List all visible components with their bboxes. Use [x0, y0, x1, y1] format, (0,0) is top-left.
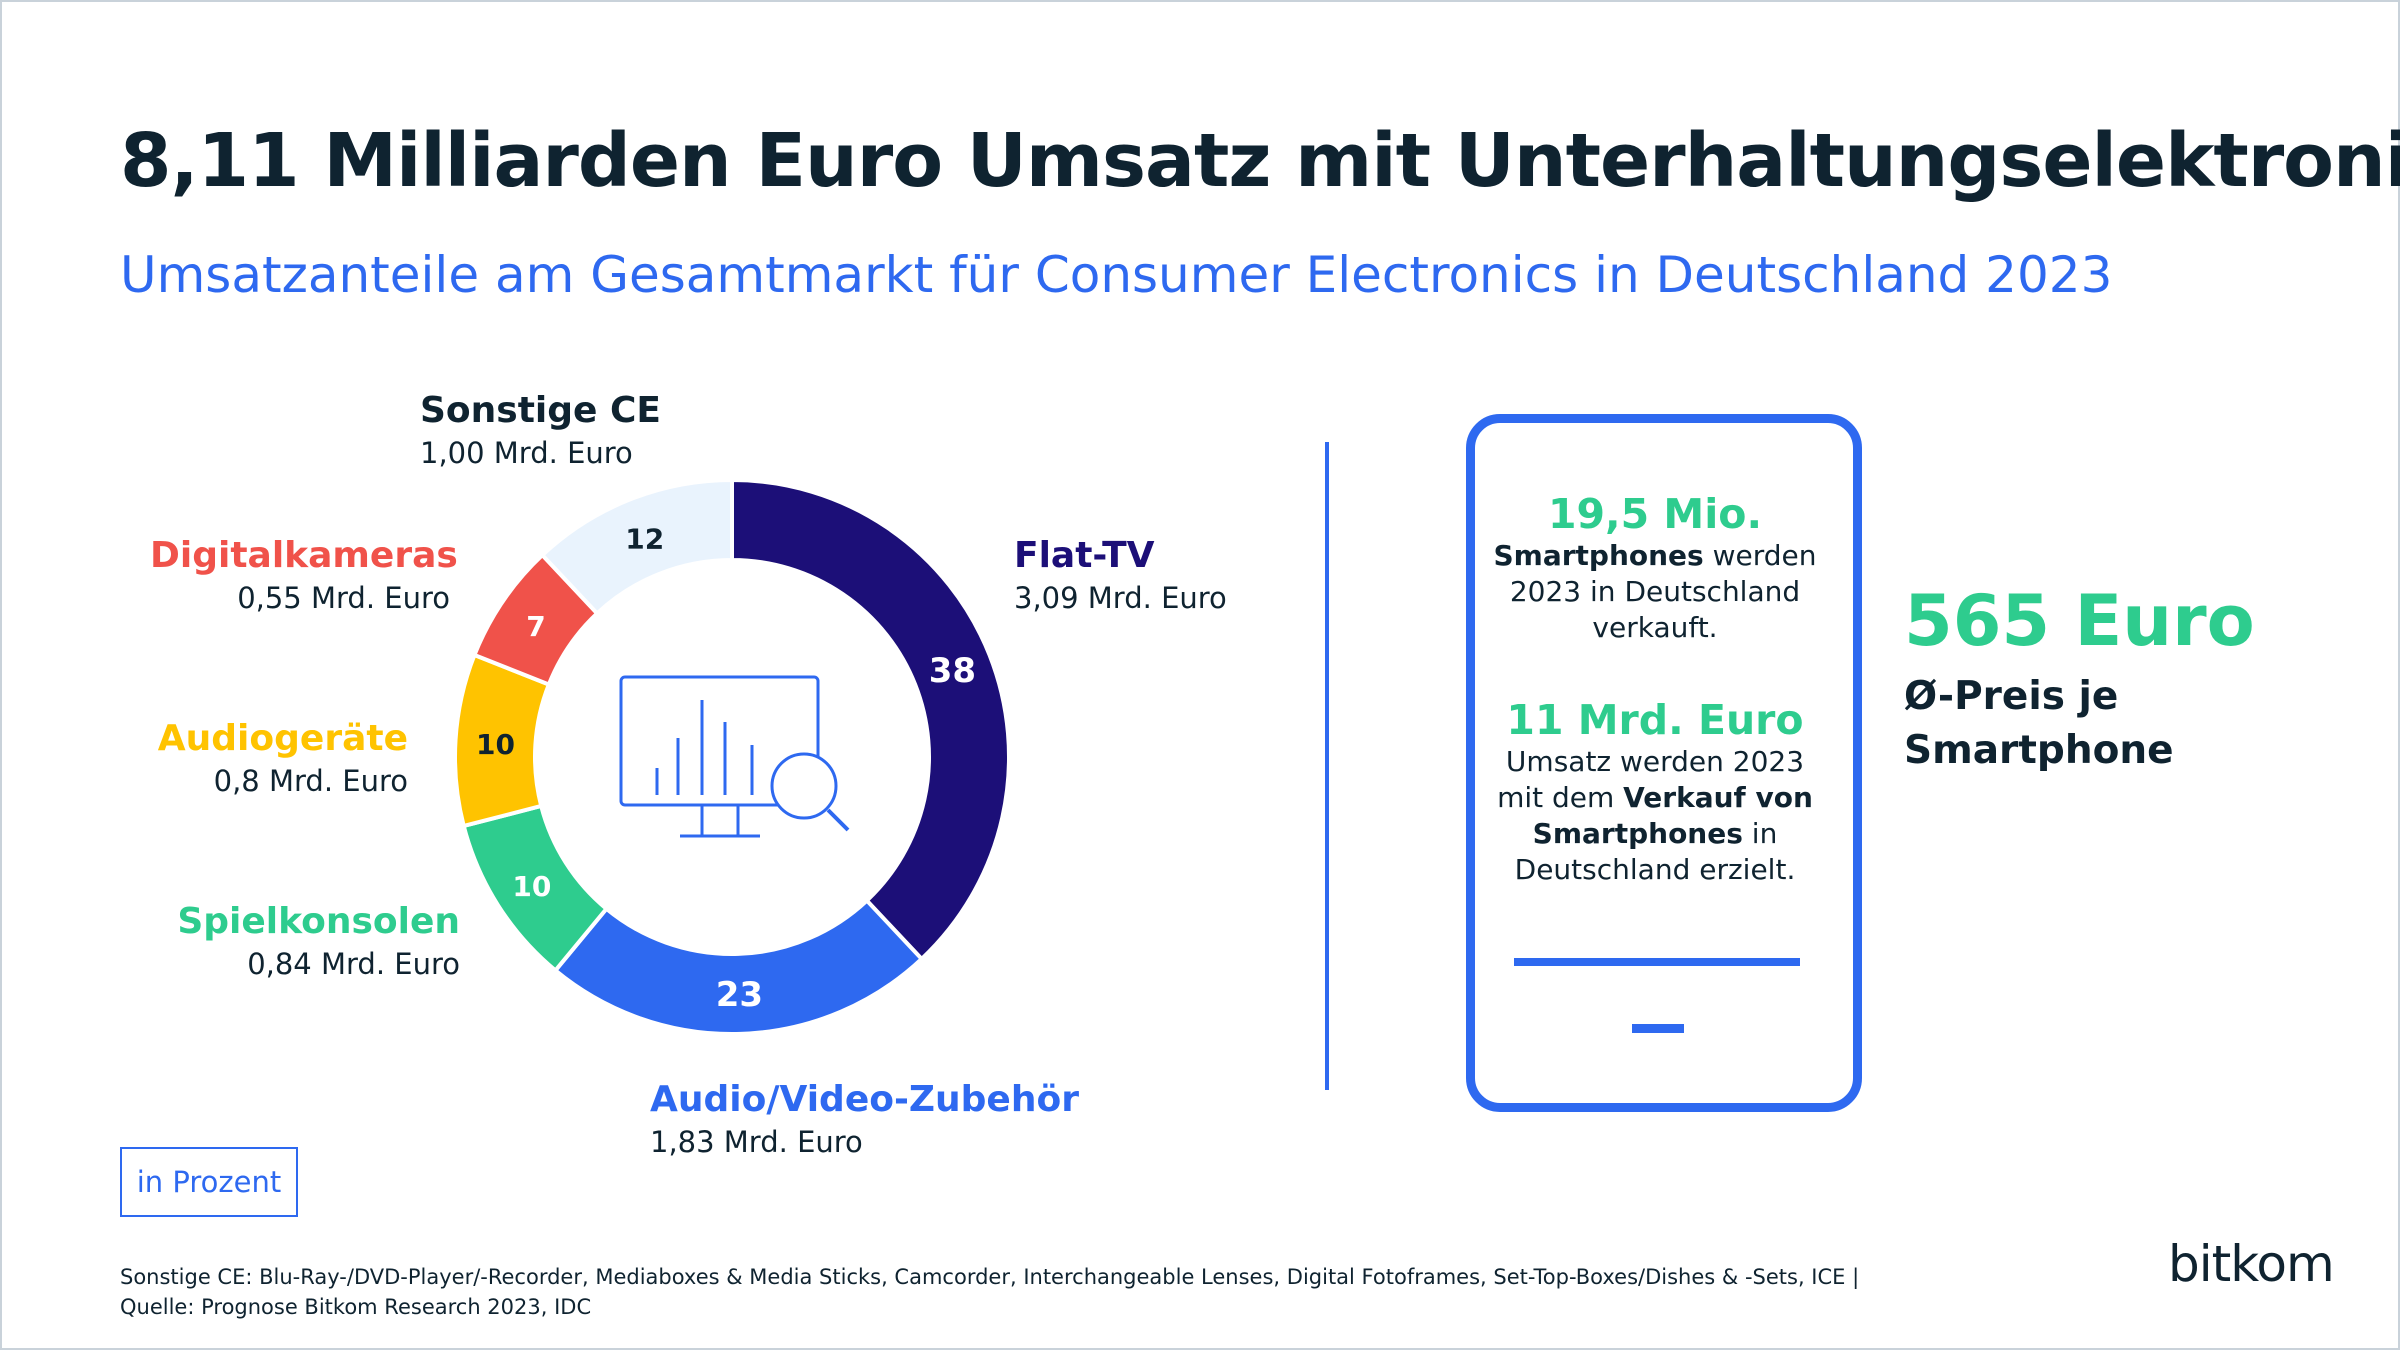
- footer-line-2: Quelle: Prognose Bitkom Research 2023, I…: [120, 1295, 592, 1319]
- average-price-label: Ø-Preis je Smartphone: [1904, 674, 2174, 773]
- stat-smartphone-revenue: 11 Mrd. Euro Umsatz werden 2023 mit dem …: [1490, 696, 1820, 888]
- label-digitalkameras-name: Digitalkameras: [150, 535, 458, 576]
- slice-value-label: 12: [625, 523, 664, 556]
- label-audiogeraete-value: 0,8 Mrd. Euro: [213, 764, 408, 798]
- label-sonstige-value: 1,00 Mrd. Euro: [420, 436, 633, 470]
- footer-source: Sonstige CE: Blu-Ray-/DVD-Player/-Record…: [120, 1262, 1859, 1322]
- stat1-text: Smartphones werden 2023 in Deutschland v…: [1493, 539, 1817, 644]
- label-flat-tv-name: Flat-TV: [1014, 535, 1155, 576]
- slice-value-label: 7: [526, 610, 545, 643]
- label-spielkonsolen-name: Spielkonsolen: [177, 901, 460, 942]
- label-sonstige-name: Sonstige CE: [420, 390, 661, 431]
- label-spielkonsolen: Spielkonsolen 0,84 Mrd. Euro: [150, 900, 460, 984]
- stat2-text: Umsatz werden 2023 mit dem Verkauf von S…: [1497, 745, 1813, 886]
- label-digitalkameras: Digitalkameras 0,55 Mrd. Euro: [150, 534, 458, 618]
- average-price-value: 565 Euro: [1904, 580, 2255, 662]
- phone-home-button: [1632, 1024, 1684, 1033]
- label-audio-video-zubehoer: Audio/Video-Zubehör 1,83 Mrd. Euro: [650, 1078, 1079, 1162]
- page-title: 8,11 Milliarden Euro Umsatz mit Unterhal…: [120, 118, 2400, 204]
- smartphone-outline-icon: [1466, 414, 1862, 1112]
- unit-note: in Prozent: [120, 1147, 298, 1217]
- label-audio-video-zubehoer-value: 1,83 Mrd. Euro: [650, 1125, 863, 1159]
- label-flat-tv-value: 3,09 Mrd. Euro: [1014, 581, 1227, 615]
- label-sonstige: Sonstige CE 1,00 Mrd. Euro: [420, 389, 661, 473]
- footer-line-1: Sonstige CE: Blu-Ray-/DVD-Player/-Record…: [120, 1265, 1860, 1289]
- stat2-value: 11 Mrd. Euro: [1506, 696, 1804, 744]
- label-flat-tv: Flat-TV 3,09 Mrd. Euro: [1014, 534, 1227, 618]
- slice-value-label: 38: [929, 651, 976, 691]
- page-subtitle: Umsatzanteile am Gesamtmarkt für Consume…: [120, 246, 2113, 304]
- label-audiogeraete-name: Audiogeräte: [157, 718, 408, 759]
- stat-smartphones-sold: 19,5 Mio. Smartphones werden 2023 in Deu…: [1490, 490, 1820, 646]
- divider-line: [1325, 442, 1329, 1090]
- slice-value-label: 10: [512, 870, 551, 903]
- phone-divider: [1514, 958, 1800, 966]
- label-audio-video-zubehoer-name: Audio/Video-Zubehör: [650, 1079, 1079, 1120]
- stat1-value: 19,5 Mio.: [1547, 490, 1763, 538]
- slice-value-label: 10: [476, 728, 515, 761]
- monitor-chart-magnifier-icon: [619, 675, 850, 838]
- label-digitalkameras-value: 0,55 Mrd. Euro: [237, 581, 450, 615]
- bitkom-logo: bitkom: [2168, 1235, 2335, 1293]
- slice-value-label: 23: [716, 975, 763, 1015]
- label-audiogeraete: Audiogeräte 0,8 Mrd. Euro: [150, 717, 408, 801]
- donut-slice-sonstige-ce: [539, 477, 734, 617]
- label-spielkonsolen-value: 0,84 Mrd. Euro: [247, 947, 460, 981]
- donut-slice-flat-tv: [730, 477, 1011, 962]
